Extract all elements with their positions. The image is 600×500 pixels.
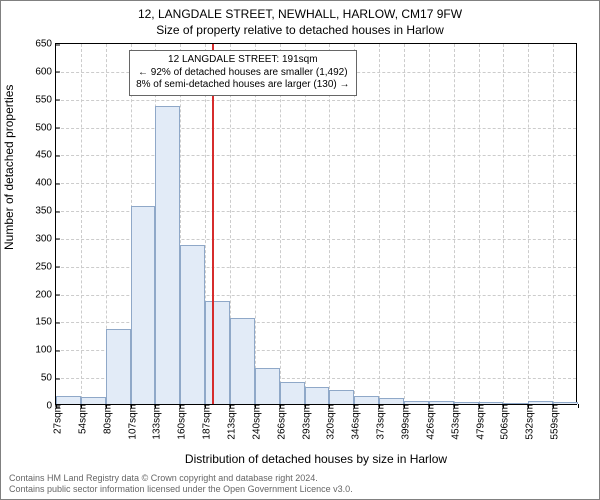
x-tick-label: 107sqm bbox=[123, 404, 138, 440]
x-tick-label: 373sqm bbox=[372, 404, 387, 440]
reference-line bbox=[212, 44, 214, 404]
histogram-bar bbox=[280, 382, 305, 404]
histogram-bar bbox=[255, 368, 280, 404]
x-tick-label: 399sqm bbox=[397, 404, 412, 440]
x-tick-label: 80sqm bbox=[98, 404, 113, 434]
gridline-v bbox=[329, 44, 330, 404]
footer-attribution: Contains HM Land Registry data © Crown c… bbox=[9, 473, 353, 495]
gridline-v bbox=[429, 44, 430, 404]
y-tick-label: 150 bbox=[35, 317, 56, 328]
x-tick-label: 559sqm bbox=[546, 404, 561, 440]
x-tick-label: 213sqm bbox=[223, 404, 238, 440]
x-tick-label: 27sqm bbox=[49, 404, 64, 434]
x-tick-label: 479sqm bbox=[471, 404, 486, 440]
gridline-v bbox=[503, 44, 504, 404]
gridline-h bbox=[56, 183, 576, 184]
x-tick-label: 293sqm bbox=[297, 404, 312, 440]
footer-line1: Contains HM Land Registry data © Crown c… bbox=[9, 473, 353, 484]
gridline-v bbox=[354, 44, 355, 404]
gridline-v bbox=[305, 44, 306, 404]
gridline-v bbox=[255, 44, 256, 404]
y-tick-label: 500 bbox=[35, 122, 56, 133]
histogram-bar bbox=[230, 318, 255, 404]
footer-line2: Contains public sector information licen… bbox=[9, 484, 353, 495]
y-tick-label: 200 bbox=[35, 289, 56, 300]
gridline-v bbox=[280, 44, 281, 404]
y-tick-label: 350 bbox=[35, 206, 56, 217]
x-tick-label: 453sqm bbox=[446, 404, 461, 440]
gridline-v bbox=[528, 44, 529, 404]
gridline-h bbox=[56, 155, 576, 156]
x-tick-label: 532sqm bbox=[521, 404, 536, 440]
annotation-line: ← 92% of detached houses are smaller (1,… bbox=[136, 67, 349, 80]
histogram-bar bbox=[155, 106, 180, 404]
histogram-bar bbox=[305, 387, 330, 404]
x-tick-label: 506sqm bbox=[496, 404, 511, 440]
x-tick-label: 187sqm bbox=[198, 404, 213, 440]
histogram-bar bbox=[180, 245, 205, 404]
histogram-bar bbox=[81, 397, 106, 404]
gridline-h bbox=[56, 100, 576, 101]
chart-title-line1: 12, LANGDALE STREET, NEWHALL, HARLOW, CM… bbox=[1, 1, 599, 21]
x-tick-label: 346sqm bbox=[347, 404, 362, 440]
x-tick-label: 160sqm bbox=[173, 404, 188, 440]
histogram-bar bbox=[354, 396, 379, 404]
x-tick-label: 240sqm bbox=[247, 404, 262, 440]
x-tick-label: 320sqm bbox=[322, 404, 337, 440]
y-tick-label: 100 bbox=[35, 345, 56, 356]
y-tick-label: 600 bbox=[35, 66, 56, 77]
gridline-v bbox=[454, 44, 455, 404]
gridline-v bbox=[479, 44, 480, 404]
y-tick-label: 450 bbox=[35, 150, 56, 161]
x-tick-label: 133sqm bbox=[148, 404, 163, 440]
x-tick-label: 54sqm bbox=[73, 404, 88, 434]
x-tick-mark bbox=[578, 404, 579, 408]
histogram-bar bbox=[131, 206, 156, 404]
histogram-bar bbox=[205, 301, 230, 404]
histogram-bar bbox=[56, 396, 81, 404]
y-tick-label: 250 bbox=[35, 261, 56, 272]
histogram-bar bbox=[106, 329, 131, 404]
x-tick-label: 426sqm bbox=[421, 404, 436, 440]
annotation-box: 12 LANGDALE STREET: 191sqm← 92% of detac… bbox=[129, 50, 356, 96]
y-tick-label: 300 bbox=[35, 233, 56, 244]
x-axis-label: Distribution of detached houses by size … bbox=[56, 452, 576, 466]
y-tick-label: 50 bbox=[41, 373, 56, 384]
annotation-line: 8% of semi-detached houses are larger (1… bbox=[136, 79, 349, 92]
gridline-v bbox=[553, 44, 554, 404]
annotation-line: 12 LANGDALE STREET: 191sqm bbox=[136, 54, 349, 67]
chart-title-line2: Size of property relative to detached ho… bbox=[1, 21, 599, 37]
chart-container: 12, LANGDALE STREET, NEWHALL, HARLOW, CM… bbox=[0, 0, 600, 500]
gridline-v bbox=[404, 44, 405, 404]
plot-area: Distribution of detached houses by size … bbox=[55, 43, 577, 405]
y-tick-label: 550 bbox=[35, 94, 56, 105]
histogram-bar bbox=[329, 390, 354, 404]
y-tick-label: 650 bbox=[35, 39, 56, 50]
x-tick-label: 266sqm bbox=[272, 404, 287, 440]
gridline-h bbox=[56, 128, 576, 129]
gridline-v bbox=[379, 44, 380, 404]
y-tick-label: 400 bbox=[35, 178, 56, 189]
y-axis-label: Number of detached properties bbox=[2, 85, 16, 250]
gridline-v bbox=[81, 44, 82, 404]
